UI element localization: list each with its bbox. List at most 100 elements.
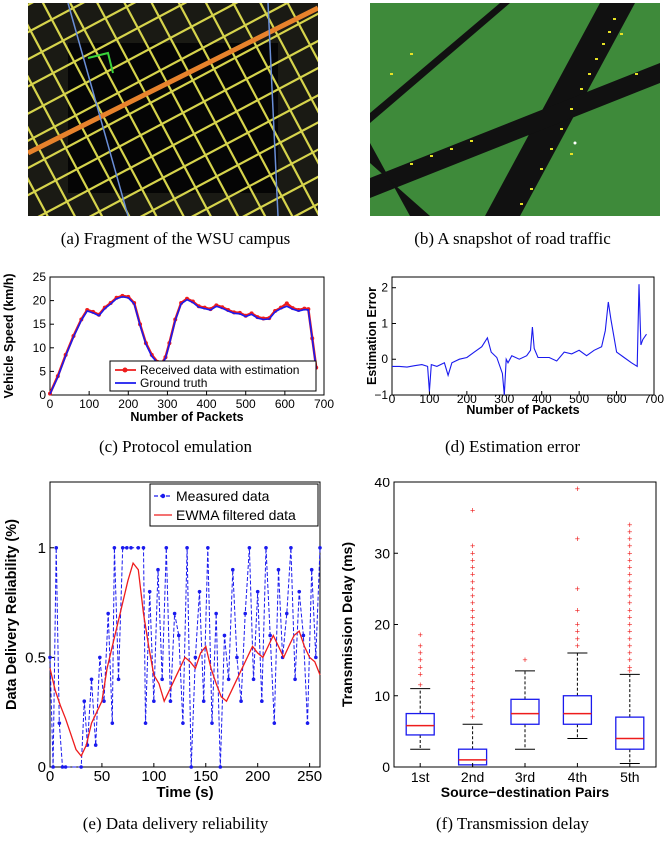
- f-outlier-mark: +: [470, 548, 475, 558]
- f-outlier-mark: +: [627, 612, 632, 622]
- e-data-point: [152, 699, 156, 704]
- d-xtick-label: 400: [532, 392, 552, 406]
- vehicle-mark: [430, 155, 433, 157]
- c-ytick-label: 5: [39, 364, 46, 378]
- green-route: [87, 51, 114, 74]
- e-data-point: [235, 655, 239, 660]
- vehicle-mark: [390, 73, 393, 75]
- e-data-point: [48, 655, 52, 660]
- f-outlier-mark: +: [522, 655, 527, 665]
- e-data-point: [176, 633, 181, 638]
- f-outlier-mark: +: [418, 655, 423, 665]
- f-outlier-mark: +: [627, 666, 632, 676]
- caption-d: (d) Estimation error: [444, 437, 580, 456]
- traffic-snapshot-svg: [370, 3, 660, 216]
- e-data-point: [239, 699, 243, 704]
- f-outlier-mark: +: [470, 591, 475, 601]
- campus-map-svg: [0, 0, 435, 384]
- e-data-point: [276, 567, 281, 572]
- e-x-axis-label: Time (s): [156, 784, 213, 801]
- e-data-point: [57, 721, 62, 725]
- e-data-point: [255, 589, 260, 594]
- c-xtick-label: 300: [157, 397, 177, 411]
- f-outlier-mark: +: [470, 577, 475, 587]
- caption-b: (b) A snapshot of road traffic: [414, 229, 611, 248]
- f-outlier-mark: +: [418, 662, 423, 672]
- c-legend-marker: [122, 367, 128, 373]
- f-outlier-mark: +: [470, 662, 475, 672]
- e-data-point: [218, 765, 223, 769]
- f-outlier-mark: +: [470, 634, 475, 644]
- e-xtick-label: 200: [245, 768, 270, 785]
- f-outlier-mark: +: [627, 605, 632, 615]
- road-line: [163, 0, 326, 227]
- c-legend-label-0: Received data with estimation: [140, 363, 299, 377]
- f-outlier-mark: +: [627, 541, 632, 551]
- f-y-axis-label: Transmission Delay (ms): [339, 542, 355, 707]
- f-outlier-mark: +: [575, 484, 580, 494]
- c-legend-box: [109, 360, 317, 392]
- road-line: [100, 0, 262, 260]
- e-data-point: [305, 721, 310, 725]
- e-data-point: [272, 721, 277, 725]
- road-line: [0, 0, 345, 171]
- vehicle-mark: [450, 148, 453, 150]
- d-xtick-label: 300: [494, 392, 514, 406]
- d-xtick-label: 0: [389, 392, 396, 406]
- e-data-point: [284, 611, 289, 616]
- e-data-point: [143, 721, 148, 725]
- e-data-point: [222, 633, 227, 638]
- e-data-point: [93, 743, 98, 747]
- vehicle-mark: [560, 128, 563, 130]
- d-plot-frame: [391, 276, 655, 396]
- e-data-point: [293, 677, 297, 682]
- e-data-point: [168, 699, 173, 704]
- e-data-point: [243, 611, 248, 616]
- f-outlier-mark: +: [470, 655, 475, 665]
- e-data-point: [172, 611, 177, 616]
- c-xtick-label: 200: [118, 397, 138, 411]
- e-data-point: [230, 567, 235, 572]
- f-outlier-mark: +: [627, 641, 632, 651]
- e-xtick-label: 250: [297, 768, 322, 785]
- e-data-point: [268, 633, 272, 638]
- road-line: [0, 0, 356, 193]
- e-data-point: [247, 545, 252, 550]
- e-ytick-label: 0: [38, 759, 46, 776]
- f-outlier-mark: +: [575, 641, 580, 651]
- e-data-point: [136, 545, 141, 550]
- e-data-point: [63, 765, 68, 769]
- d-xtick-label: 600: [607, 392, 627, 406]
- f-outlier-mark: +: [575, 534, 580, 544]
- e-data-point: [116, 677, 121, 682]
- vehicle-mark: [608, 31, 611, 33]
- blue-road: [267, 2, 279, 217]
- f-outlier-mark: +: [470, 684, 475, 694]
- chart-protocol-emulation: 0 100 200 300 400 500 600 700 0 5 10 15 20 25 Number o…: [2, 270, 334, 424]
- vehicle-mark: [530, 188, 533, 190]
- f-category-label: 2nd: [461, 769, 484, 785]
- e-y-axis-label: Data Delivery Reliability (%): [4, 519, 20, 710]
- e-data-point: [214, 611, 218, 616]
- vehicle-mark: [520, 203, 523, 205]
- e-data-point: [164, 545, 169, 550]
- f-outlier-mark: +: [627, 534, 632, 544]
- e-xtick-label: 150: [193, 768, 218, 785]
- c-xtick-label: 700: [314, 397, 334, 411]
- f-box-2: [457, 748, 488, 766]
- d-xtick-label: 200: [457, 392, 477, 406]
- f-ytick-label: 20: [374, 617, 390, 633]
- e-data-point: [60, 765, 65, 769]
- e-ytick-label: 1: [38, 540, 46, 557]
- e-data-point: [197, 589, 202, 594]
- f-outlier-mark: +: [627, 591, 632, 601]
- e-data-point: [89, 677, 94, 682]
- f-outlier-mark: +: [575, 620, 580, 630]
- f-outlier-mark: +: [470, 641, 475, 651]
- c-y-axis-label: Vehicle Speed (km/h): [2, 273, 16, 398]
- f-category-label: 1st: [411, 769, 430, 785]
- f-outlier-mark: +: [470, 677, 475, 687]
- d-xtick-label: 500: [569, 392, 589, 406]
- e-legend-label-1: EWMA filtered data: [176, 507, 296, 523]
- d-series-line: [392, 284, 647, 396]
